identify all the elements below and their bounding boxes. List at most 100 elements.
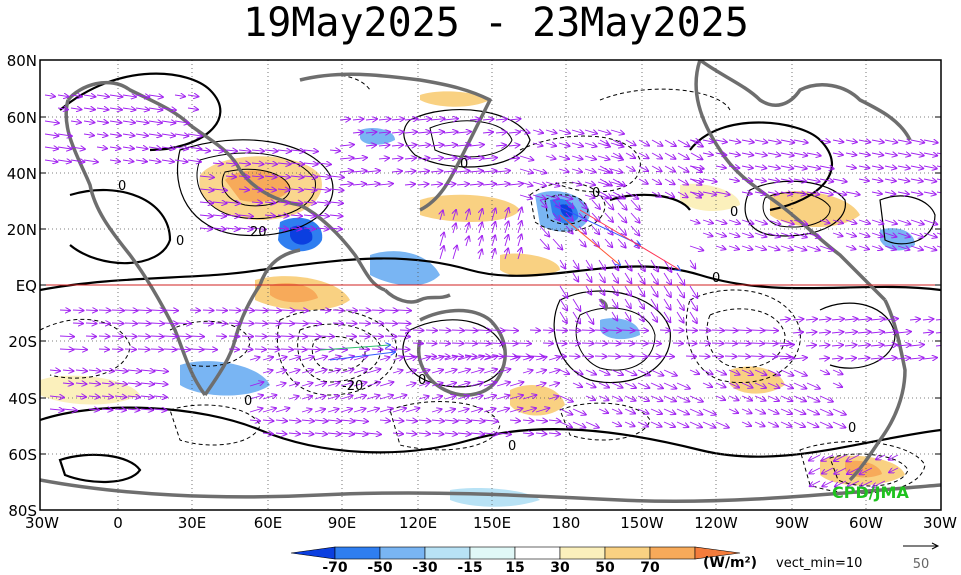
wind-vector (535, 357, 547, 360)
wind-vector (148, 108, 162, 110)
wind-vector (62, 409, 77, 410)
wind-vector (831, 345, 843, 346)
wind-vector (483, 356, 497, 361)
wind-vector (345, 310, 357, 311)
wind-vector (578, 212, 586, 221)
wind-vector (559, 298, 567, 310)
wind-vector (98, 336, 109, 337)
wind-vector (275, 370, 286, 373)
wind-vector (809, 467, 821, 473)
wind-vector (702, 192, 716, 195)
wind-vector (508, 145, 519, 146)
colorbar-segment (514, 546, 561, 560)
wind-vector (316, 176, 330, 177)
wind-vector (754, 153, 767, 155)
wind-vector (470, 420, 484, 421)
wind-vector (663, 311, 670, 322)
wind-vector (418, 420, 430, 421)
wind-vector (329, 150, 340, 151)
wind-vector (822, 480, 834, 486)
wind-vector (508, 184, 523, 185)
wind-vector (124, 349, 136, 350)
wind-vector (559, 421, 572, 427)
wind-vector (340, 396, 352, 399)
wind-vector (728, 369, 740, 375)
wind-vector (923, 166, 937, 169)
wind-vector (624, 395, 636, 401)
wind-vector (522, 408, 536, 413)
wind-vector (780, 408, 792, 414)
wind-vector (545, 130, 557, 133)
wind-vector (650, 369, 663, 375)
wind-vector (545, 194, 559, 199)
wind-vector (624, 408, 635, 413)
wind-vector (418, 370, 430, 373)
wind-vector (624, 285, 631, 296)
wind-vector (650, 408, 662, 414)
wind-vector (548, 383, 559, 386)
wind-vector (539, 238, 549, 249)
wind-vector (293, 349, 306, 350)
wind-vector (663, 421, 675, 427)
wind-vector (555, 343, 566, 344)
wind-vector (780, 153, 794, 156)
contour-label: 0 (460, 157, 468, 172)
wind-vector (352, 119, 363, 120)
wind-vector (293, 310, 308, 311)
wind-vector (591, 212, 600, 222)
wind-vector (88, 396, 99, 397)
lon-label: 150W (620, 514, 664, 532)
wind-vector (780, 140, 794, 143)
wind-vector (599, 191, 611, 198)
wind-vectors (44, 95, 941, 487)
wind-vector (340, 369, 353, 373)
wind-vector (776, 343, 791, 344)
wind-vector (845, 166, 856, 168)
wind-vector (430, 132, 444, 133)
wind-vector (495, 119, 507, 120)
wind-vector (135, 121, 148, 123)
wind-vector (288, 433, 300, 434)
wind-vector (161, 160, 174, 162)
wind-vector (49, 370, 60, 371)
wind-vector (482, 132, 493, 133)
wind-vector (884, 179, 896, 181)
wind-vector (202, 310, 213, 311)
wind-vector (83, 108, 95, 110)
wind-vector (579, 209, 680, 270)
wind-vector (737, 356, 750, 357)
wind-vector (451, 356, 463, 357)
wind-vector (135, 108, 149, 110)
wind-vector (625, 165, 635, 171)
wind-vector (384, 336, 396, 337)
wind-vector (754, 220, 767, 224)
wind-vector (624, 311, 631, 321)
wind-vector (391, 171, 402, 172)
wind-vector (559, 285, 567, 298)
wind-vector (780, 219, 794, 224)
wind-vector (397, 336, 410, 337)
wind-vector (314, 409, 325, 412)
wind-vector (572, 311, 580, 323)
wind-vector (482, 119, 493, 120)
wind-vector (806, 166, 820, 169)
wind-vector (75, 370, 87, 371)
wind-vector (340, 409, 352, 412)
lat-label: 80S (8, 502, 37, 520)
wind-vector (483, 420, 498, 421)
wind-vector (572, 383, 582, 387)
wind-vector (366, 369, 380, 374)
wind-vector (457, 396, 469, 399)
wind-vector (922, 319, 933, 320)
wind-vector (290, 163, 304, 164)
wind-vector (554, 204, 640, 245)
wind-vector (845, 192, 860, 195)
wind-vector (663, 285, 671, 297)
wind-vector (153, 396, 167, 397)
wind-vector (137, 349, 149, 350)
wind-vector (495, 145, 506, 146)
wind-vector (779, 345, 794, 346)
wind-vector (664, 165, 675, 172)
wind-vector (371, 323, 383, 324)
wind-vector (443, 145, 457, 146)
